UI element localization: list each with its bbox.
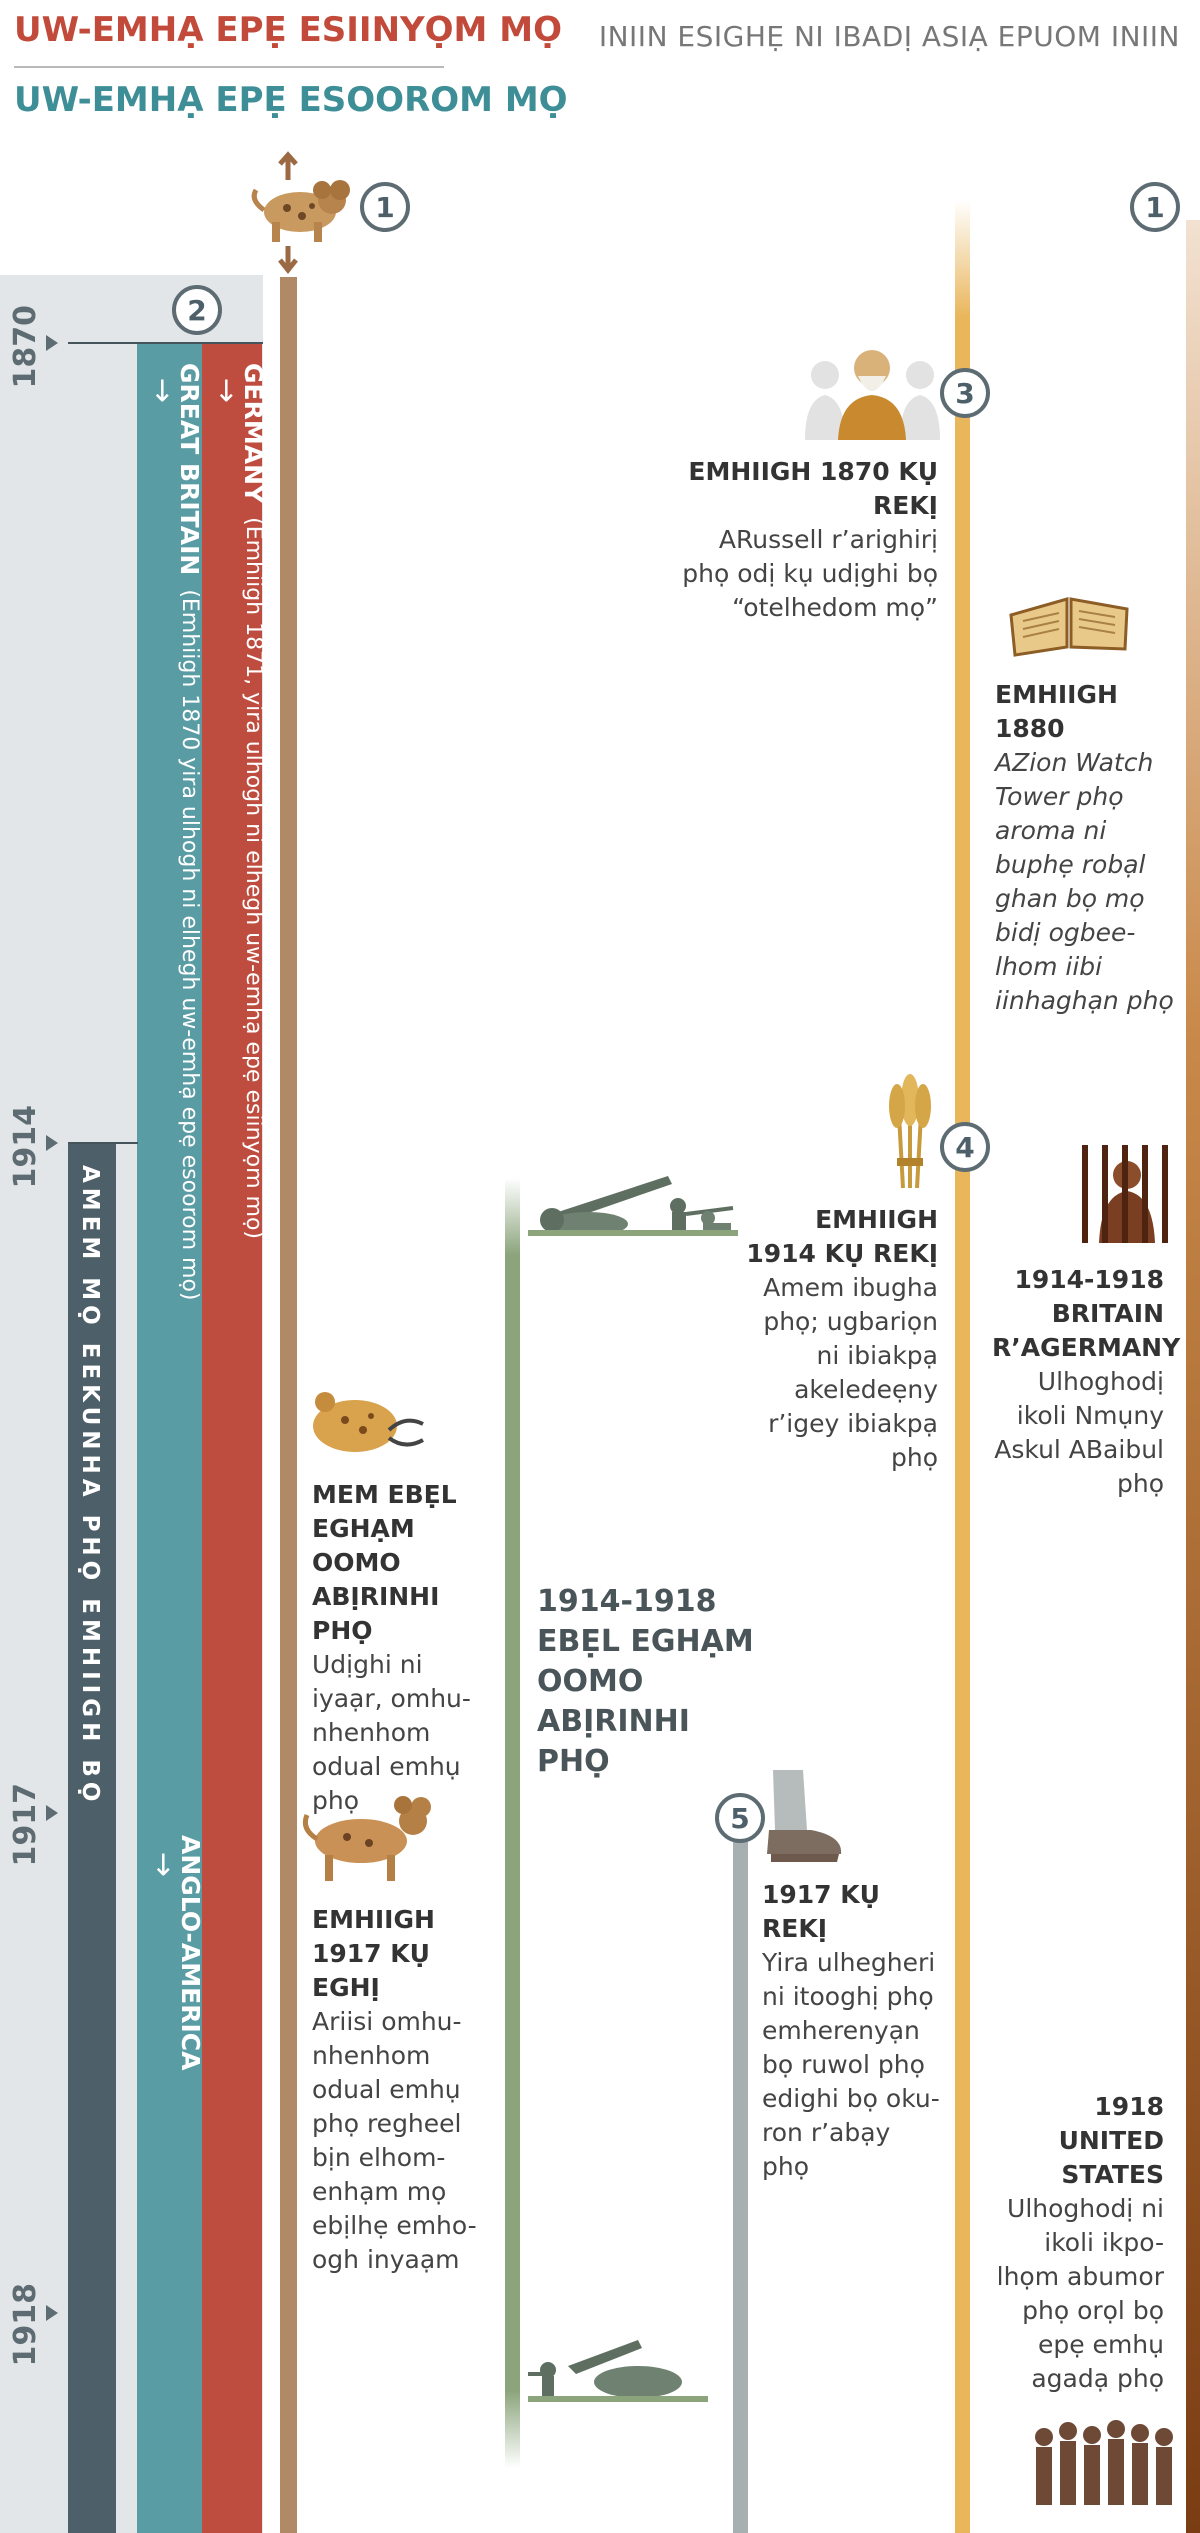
germany-arrow: →	[209, 377, 245, 404]
britain-label: GREAT BRITAIN (Emhiigh 1870 yira ulhogh …	[145, 363, 205, 1301]
year-1870-line	[68, 342, 263, 344]
harvest-title: EMHIIGH 1914 KỤ REKỊ	[746, 1205, 938, 1268]
us-event: 1918 UNITED STATES Ulhoghodị ni ikoli ik…	[992, 2090, 1164, 2396]
harvest-body: Amem ibugha phọ; ugbariọn ni ibiakpạ ake…	[763, 1273, 938, 1472]
year-tick	[46, 335, 58, 351]
germany-note: (Emhiigh 1871, yira ulhogh ni elhegh uw-…	[241, 517, 267, 1239]
marker-circle: 2	[172, 285, 222, 335]
year-tick	[46, 2305, 58, 2321]
britain-arrow: →	[145, 377, 181, 404]
anglo-america-title: ANGLO-AMERICA	[176, 1835, 206, 2071]
beast-icon	[251, 151, 350, 275]
germany-bar	[202, 343, 262, 2533]
marker-circle: 1	[360, 182, 410, 232]
year-label: 1918	[8, 2283, 43, 2367]
page-title: INIIN ESIGHẸ NI IBADỊ ASIẠ EPUOM INIIN	[598, 20, 1180, 53]
year-label: 1914	[8, 1105, 43, 1189]
war-title: 1914-1918 EBẸL EGHẠM OOMO ABỊRINHI PHỌ	[537, 1584, 754, 1779]
anointed-timeline	[955, 200, 970, 2533]
legend-divider	[14, 66, 444, 68]
prisoner-icon	[1082, 1145, 1168, 1243]
germany-title: GERMANY	[239, 363, 269, 504]
germany-label: GERMANY (Emhiigh 1871, yira ulhogh ni el…	[209, 363, 269, 1239]
russell-title: EMHIIGH 1870 KỤ REKỊ	[688, 457, 938, 520]
legend-secondary-line: UW-EMHẠ EPẸ ESOOROM MỌ	[14, 80, 568, 120]
russell-body: ARussell r’arighirị phọ odị kụ udịghi bọ…	[682, 525, 938, 622]
soldiers-icon	[528, 1176, 738, 1236]
world-timeline	[1186, 220, 1200, 2533]
marker-circle: 5	[715, 1793, 765, 1843]
harvest-event: EMHIIGH 1914 KỤ REKỊ Amem ibugha phọ; ug…	[745, 1203, 938, 1475]
beast-title: EMHIIGH 1917 KỤ EGHỊ	[312, 1905, 435, 2002]
wound-event: MEM EBẸL EGHẠM OOMO ABỊRINHI PHỌ Udịghi …	[312, 1478, 497, 1818]
persecution-title: 1914-1918 BRITAIN R’AGERMANY	[992, 1265, 1181, 1362]
us-title: 1918 UNITED STATES	[1058, 2092, 1164, 2189]
persecution-body: Ulhoghodị ikoli Nmụny Askul ABaibul phọ	[994, 1367, 1164, 1498]
watchtower-event: EMHIIGH 1880 AZion Watch Tower phọ aroma…	[995, 678, 1180, 1018]
two-horned-beast-icon	[302, 1796, 431, 1881]
year-tick	[46, 1135, 58, 1151]
russell-event: EMHIIGH 1870 KỤ REKỊ ARussell r’arighirị…	[680, 455, 938, 625]
watchtower-title: EMHIIGH 1880	[995, 680, 1118, 743]
persecution-event: 1914-1918 BRITAIN R’AGERMANY Ulhoghodị i…	[992, 1263, 1180, 1501]
war-timeline	[505, 1178, 520, 2468]
britain-note: (Emhiigh 1870 yira ulhogh ni elhegh uw-e…	[177, 589, 203, 1301]
russell-icon	[805, 350, 940, 440]
beast-timeline	[280, 277, 297, 2533]
marker-circle: 4	[940, 1122, 990, 1172]
beast-body: Ariisi omhu-nhenhom odual emhụ phọ reghe…	[312, 2007, 477, 2274]
bible-icon	[1009, 597, 1129, 657]
wound-body: Udịghi ni iyaạr, omhu-nhenhom odual emhụ…	[312, 1650, 471, 1815]
watchtower-body: AZion Watch Tower phọ aroma ni buphẹ rob…	[995, 748, 1174, 1015]
anglo-america-label: ANGLO-AMERICA →	[146, 1835, 206, 2071]
marker-circle: 3	[940, 368, 990, 418]
feet-event: 1917 KỤ REKỊ Yira ulhegheri ni itooghị p…	[762, 1878, 942, 2184]
feet-body: Yira ulhegheri ni itooghị phọ emherenyạn…	[762, 1948, 940, 2181]
britain-title: GREAT BRITAIN	[175, 363, 205, 576]
year-tick	[46, 1805, 58, 1821]
last-days-label: AMEM MỌ EEKUNHA PHỌ EMHIIGH BỌ	[77, 1165, 103, 1807]
feet-icon	[767, 1770, 842, 1862]
legend-primary-line: UW-EMHẠ EPẸ ESIINYỌM MỌ	[14, 10, 562, 50]
britain-bar	[137, 343, 202, 2533]
crowd-icon	[1035, 2420, 1173, 2505]
soldiers-icon	[528, 2340, 708, 2402]
year-label: 1870	[8, 305, 43, 389]
anglo-america-arrow: →	[146, 1851, 182, 1878]
beast-event: EMHIIGH 1917 KỤ EGHỊ Ariisi omhu-nhenhom…	[312, 1903, 497, 2277]
year-1914-line	[68, 1142, 138, 1144]
feet-timeline	[733, 1840, 748, 2533]
year-label: 1917	[8, 1783, 43, 1867]
us-body: Ulhoghodị ni ikoli ikpo-lhọm abumor phọ …	[996, 2194, 1164, 2393]
marker-circle: 1	[1130, 182, 1180, 232]
wound-title: MEM EBẸL EGHẠM OOMO ABỊRINHI PHỌ	[312, 1480, 457, 1645]
wounded-beast-icon	[313, 1392, 424, 1452]
wheat-icon	[889, 1074, 931, 1189]
last-days-bar	[68, 1143, 116, 2533]
feet-title: 1917 KỤ REKỊ	[762, 1880, 880, 1943]
